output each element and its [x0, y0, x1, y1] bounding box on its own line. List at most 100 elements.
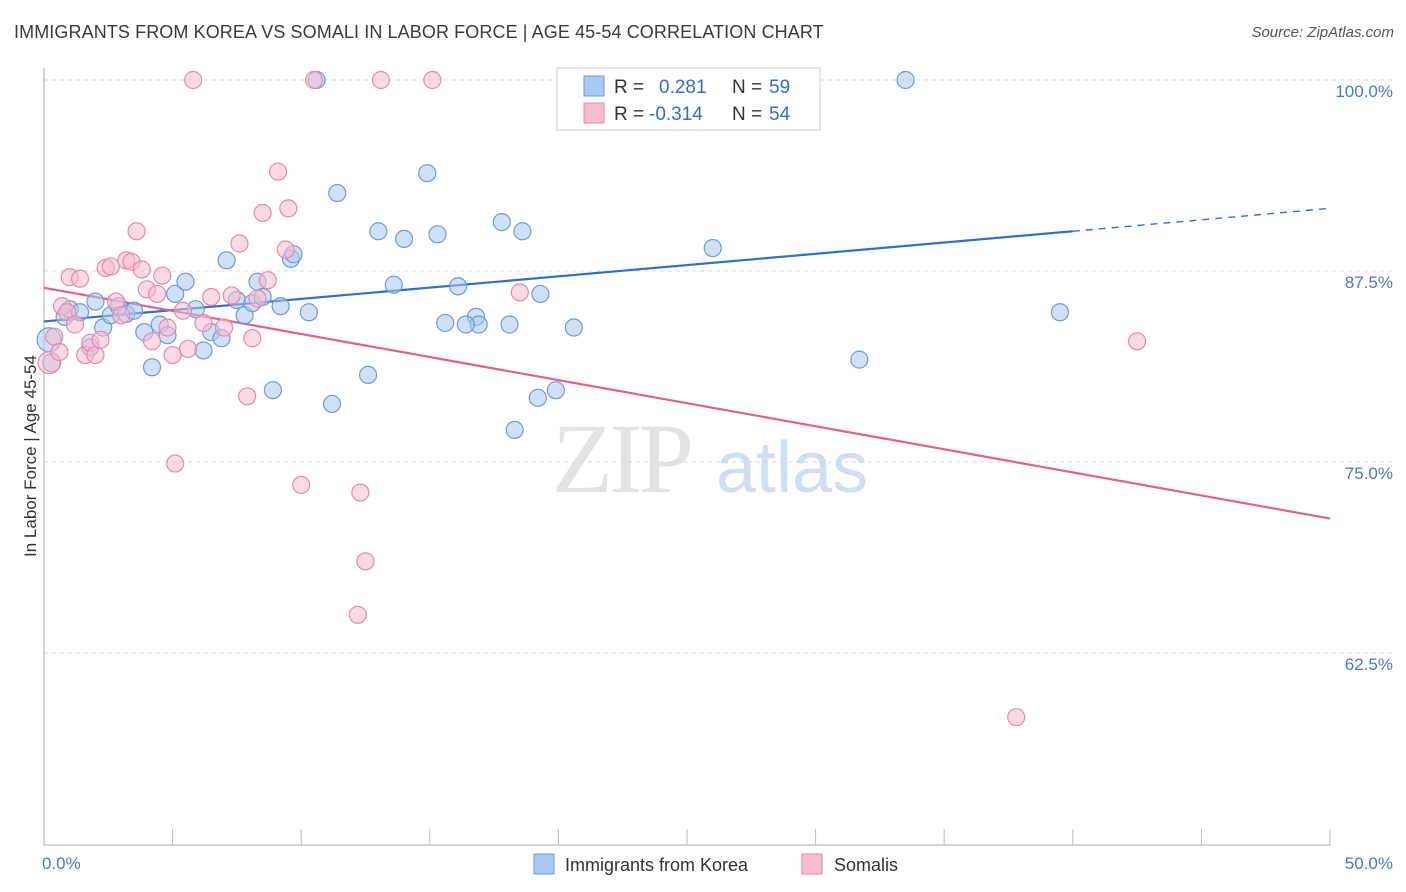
korea-point: [500, 315, 519, 334]
y-axis-label: In Labor Force | Age 45-54: [21, 355, 40, 557]
korea-point: [850, 350, 869, 369]
somali-point: [91, 330, 110, 349]
x-tick-label-min: 0.0%: [42, 854, 81, 873]
legend-r-value-somali: -0.314: [649, 104, 703, 125]
somali-point: [1007, 708, 1026, 727]
somali-point: [45, 327, 64, 346]
legend-swatch-somali: [583, 102, 605, 124]
somali-point: [127, 222, 146, 241]
korea-point: [299, 303, 319, 322]
somali-point: [238, 387, 257, 406]
korea-point: [546, 381, 565, 400]
somali-point: [101, 257, 120, 276]
somali-point: [510, 283, 529, 302]
korea-point: [528, 388, 547, 407]
korea-point: [384, 275, 403, 294]
somali-point: [70, 269, 90, 288]
somali-point: [86, 345, 105, 365]
somali-point: [194, 313, 213, 333]
korea-point: [513, 222, 532, 241]
somali-point: [1127, 332, 1147, 351]
korea-point: [322, 394, 342, 414]
somali-point: [148, 284, 167, 304]
somali-point: [112, 306, 131, 325]
korea-point: [263, 381, 283, 400]
somali-point: [202, 287, 221, 307]
somali-point: [50, 342, 69, 362]
korea-point: [271, 297, 290, 316]
y-tick-label: 75.0%: [1345, 464, 1393, 483]
somali-point: [268, 162, 288, 181]
somali-point: [423, 70, 442, 90]
somali-point: [132, 260, 151, 279]
x-tick-label-max: 50.0%: [1345, 854, 1393, 873]
y-tick-label: 62.5%: [1345, 655, 1393, 674]
somali-point: [222, 286, 241, 305]
korea-point: [217, 251, 236, 270]
somali-point: [158, 318, 177, 337]
korea-point: [703, 238, 722, 258]
somali-point: [279, 199, 298, 218]
korea-point: [456, 315, 475, 334]
somali-point: [142, 332, 162, 351]
somali-trend-line: [43, 286, 1331, 520]
legend-r-label-korea: R =: [614, 77, 644, 98]
source-label: Source: ZipAtlas.com: [1251, 24, 1394, 41]
somali-point: [356, 552, 375, 571]
korea-point: [166, 284, 185, 304]
korea-point: [369, 222, 388, 241]
korea-trend-extension: [1072, 207, 1331, 232]
bottom-legend-korea: Immigrants from Korea: [565, 855, 749, 875]
korea-point: [86, 292, 105, 311]
y-tick-label: 87.5%: [1345, 273, 1393, 292]
korea-point: [436, 313, 455, 333]
somali-point: [153, 266, 172, 285]
korea-point: [1050, 303, 1070, 322]
somali-point: [65, 315, 84, 334]
somali-point: [214, 318, 234, 337]
somali-points: [37, 70, 1147, 727]
somali-point: [348, 605, 367, 624]
legend-n-value-somali: 54: [769, 104, 791, 125]
somali-point: [178, 339, 198, 359]
korea-point: [448, 277, 468, 296]
korea-points: [36, 70, 1070, 440]
somali-point: [173, 301, 192, 320]
watermark-zip: ZIP: [552, 403, 690, 514]
korea-point: [428, 225, 447, 244]
somali-point: [351, 483, 370, 502]
y-tick-labels: 100.0% 87.5% 75.0% 62.5%: [1335, 82, 1393, 674]
somali-point: [184, 70, 203, 90]
somali-point: [230, 234, 249, 253]
korea-point: [505, 420, 524, 440]
legend-n-label-korea: N =: [732, 77, 762, 98]
somali-point: [166, 454, 185, 473]
somali-point: [248, 289, 267, 308]
series-legend: Immigrants from Korea Somalis: [533, 853, 898, 875]
korea-point: [492, 213, 511, 232]
somali-point: [258, 271, 277, 290]
korea-point: [564, 318, 583, 337]
somali-point: [243, 329, 262, 348]
bottom-swatch-somali: [801, 853, 823, 875]
somali-point: [276, 240, 295, 259]
trend-lines: [43, 207, 1331, 520]
bottom-swatch-korea: [533, 853, 555, 875]
watermark-atlas: atlas: [716, 428, 868, 508]
korea-point: [176, 272, 195, 291]
somali-point: [163, 345, 182, 365]
somali-point: [304, 70, 324, 90]
korea-point: [194, 341, 213, 360]
korea-point: [394, 229, 414, 249]
legend-n-label-somali: N =: [732, 104, 762, 125]
stats-legend: R = 0.281 N = 59 R = -0.314 N = 54: [556, 67, 821, 131]
y-tick-label: 100.0%: [1335, 82, 1393, 101]
legend-n-value-korea: 59: [769, 77, 790, 98]
korea-point: [531, 284, 550, 304]
korea-trend-line: [43, 230, 1073, 323]
legend-r-value-korea: 0.281: [659, 77, 707, 98]
somali-point: [253, 203, 272, 223]
bottom-legend-somali: Somalis: [834, 855, 898, 875]
legend-r-label-somali: R =: [614, 104, 644, 125]
